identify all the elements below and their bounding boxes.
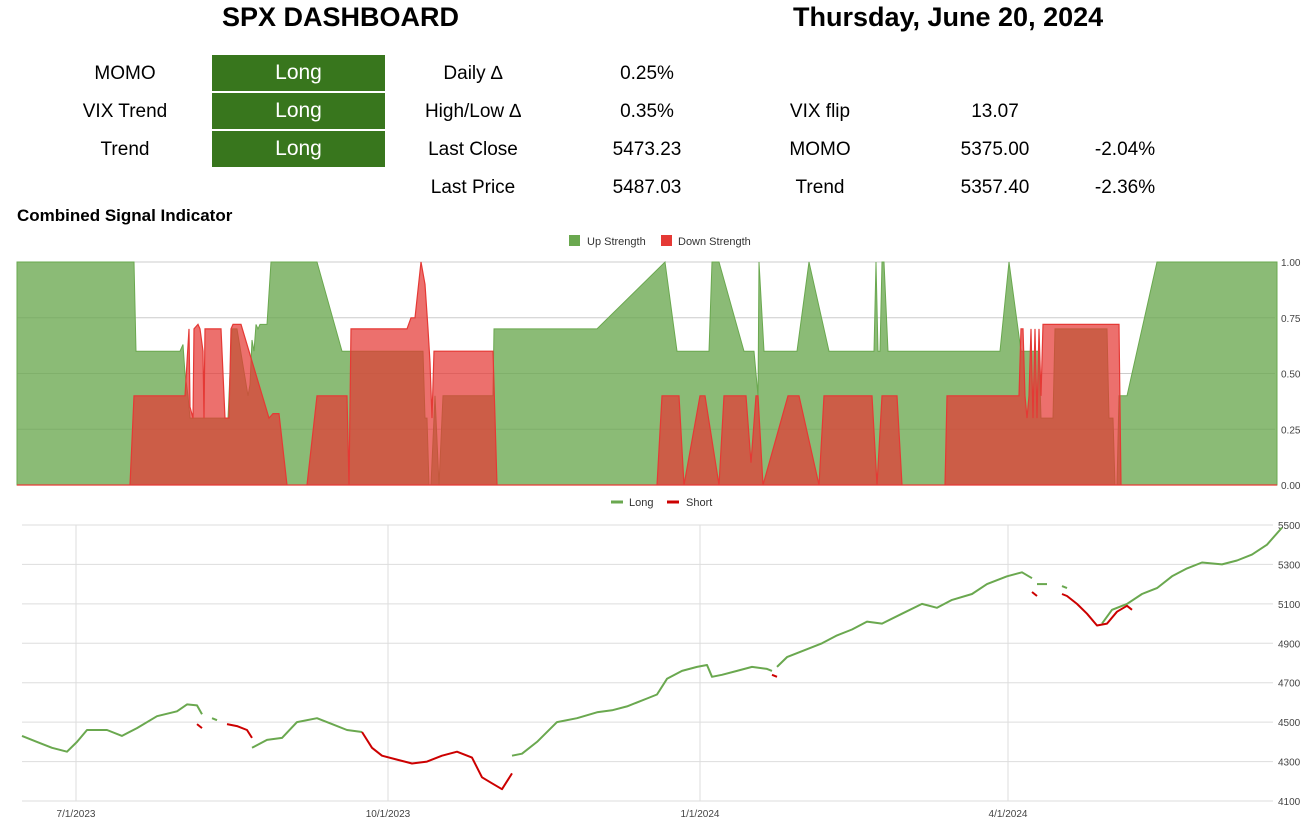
- signal-ytick-label: 1.00: [1281, 258, 1301, 269]
- long-segment: [251, 717, 363, 749]
- signal-chart-yaxis: 1.00 0.75 0.50 0.25 0.00: [1281, 258, 1301, 492]
- price-ytick-label: 4700: [1278, 679, 1301, 690]
- dashboard-title: SPX DASHBOARD: [222, 2, 460, 32]
- price-chart-legend: Long Short: [611, 497, 712, 509]
- dashboard-date: Thursday, June 20, 2024: [793, 2, 1104, 32]
- signal-label-trend: Trend: [100, 139, 150, 160]
- signal-chart: Up Strength Down Strength 1.00 0.75 0.50 0.…: [16, 235, 1301, 492]
- price-ytick-label: 4100: [1278, 797, 1301, 808]
- short-segment: [771, 673, 778, 678]
- legend-swatch-down-strength: [661, 235, 672, 246]
- metric-label-last-close: Last Close: [428, 139, 518, 160]
- signal-badge-trend: Long: [212, 131, 385, 167]
- metric-value-last-close: 5473.23: [612, 139, 682, 160]
- signal-chart-legend: Up Strength Down Strength: [569, 235, 751, 248]
- price-chart-yaxis: 5500 5300 5100 4900 4700 4500 4300 4100: [1278, 521, 1301, 808]
- price-ytick-label: 5300: [1278, 560, 1301, 571]
- series-long-line: [21, 526, 1283, 757]
- short-segment: [196, 723, 203, 729]
- signal-ytick-label: 0.75: [1281, 314, 1301, 325]
- short-segment: [1031, 591, 1038, 597]
- metric-value-daily: 0.25%: [620, 63, 674, 84]
- price-ytick-label: 5100: [1278, 600, 1301, 611]
- long-segment: [1101, 526, 1283, 625]
- signal-ytick-label: 0.50: [1281, 370, 1301, 381]
- price-chart-grid: [22, 524, 1273, 802]
- signal-ytick-label: 0.00: [1281, 481, 1301, 492]
- price-ytick-label: 4500: [1278, 718, 1301, 729]
- signal-chart-title: Combined Signal Indicator: [17, 206, 233, 225]
- price-xtick-label: 7/1/2023: [57, 809, 96, 820]
- signal-label-momo: MOMO: [94, 63, 156, 84]
- legend-label-down-strength: Down Strength: [678, 236, 751, 248]
- price-chart: Long Short 5500 5300 5100 4900 4700 4500 4300 4…: [21, 497, 1301, 820]
- level-label-momo: MOMO: [789, 139, 851, 160]
- short-segment: [1061, 593, 1133, 627]
- level-pct-momo: -2.04%: [1094, 139, 1156, 160]
- long-segment: [1061, 585, 1068, 590]
- long-segment: [776, 571, 1033, 668]
- price-chart-xaxis: 7/1/2023 10/1/2023 1/1/2024 4/1/2024: [57, 809, 1028, 820]
- signal-label-vix-trend: VIX Trend: [82, 101, 168, 122]
- signal-badge-vix-trend: Long: [212, 93, 385, 129]
- level-value-trend: 5357.40: [960, 177, 1030, 198]
- legend-label-up-strength: Up Strength: [587, 236, 646, 248]
- price-xtick-label: 4/1/2024: [989, 809, 1028, 820]
- level-label-vix-flip: VIX flip: [789, 101, 851, 122]
- signal-badge-momo: Long: [212, 55, 385, 91]
- level-value-vix-flip: 13.07: [971, 101, 1019, 122]
- short-segment: [361, 731, 513, 791]
- level-pct-trend: -2.36%: [1094, 177, 1156, 198]
- price-xtick-label: 10/1/2023: [366, 809, 411, 820]
- metric-value-high-low: 0.35%: [620, 101, 674, 122]
- metric-label-last-price: Last Price: [430, 177, 516, 198]
- metric-value-last-price: 5487.03: [612, 177, 682, 198]
- price-ytick-label: 4900: [1278, 639, 1301, 650]
- level-value-momo: 5375.00: [960, 139, 1030, 160]
- legend-label-long: Long: [629, 497, 653, 509]
- signal-ytick-label: 0.25: [1281, 425, 1301, 436]
- long-segment: [211, 717, 218, 722]
- legend-label-short: Short: [686, 497, 712, 509]
- metric-label-high-low: High/Low ∆: [424, 101, 522, 122]
- metric-label-daily: Daily ∆: [443, 63, 503, 84]
- long-segment: [511, 664, 773, 757]
- series-down-strength-area: [17, 261, 1277, 486]
- short-segment: [226, 723, 253, 739]
- series-short-line: [196, 591, 1133, 791]
- price-xtick-label: 1/1/2024: [681, 809, 720, 820]
- level-label-trend: Trend: [795, 177, 845, 198]
- legend-swatch-up-strength: [569, 235, 580, 246]
- price-ytick-label: 4300: [1278, 758, 1301, 769]
- long-segment: [21, 703, 203, 753]
- price-ytick-label: 5500: [1278, 521, 1301, 532]
